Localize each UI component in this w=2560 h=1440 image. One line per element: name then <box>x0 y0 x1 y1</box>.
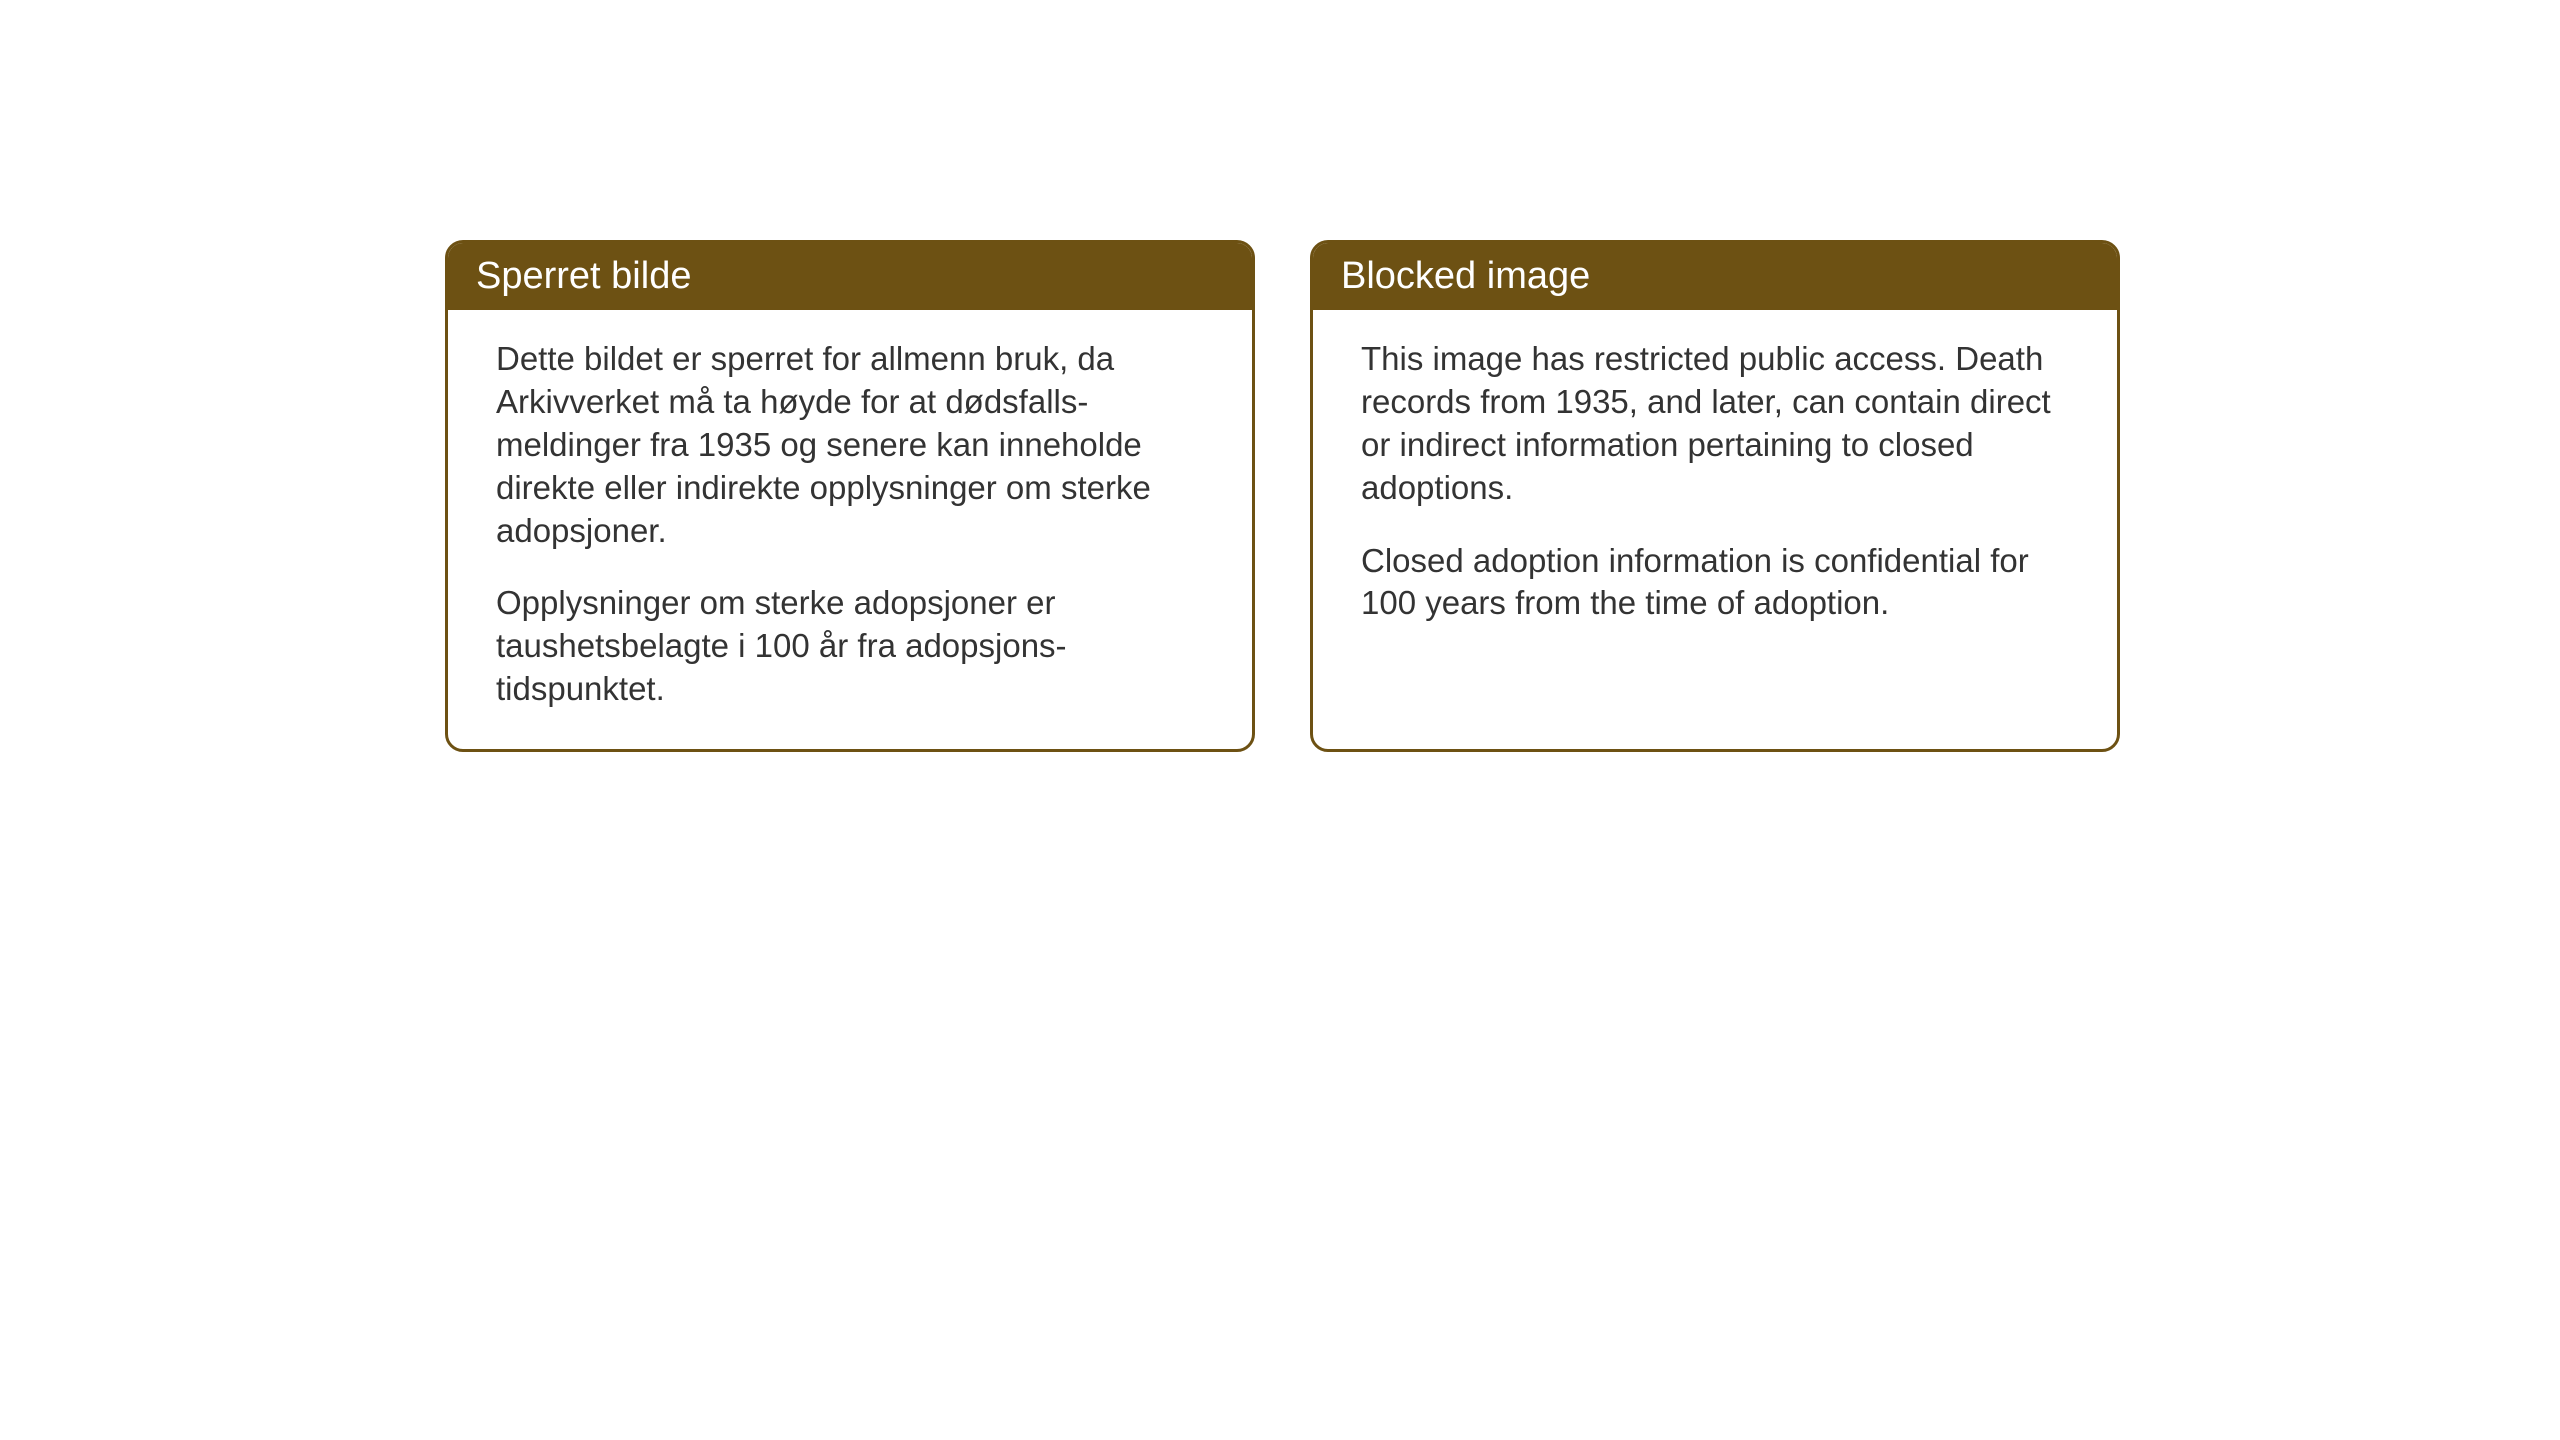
notice-cards-container: Sperret bilde Dette bildet er sperret fo… <box>445 240 2120 752</box>
norwegian-notice-card: Sperret bilde Dette bildet er sperret fo… <box>445 240 1255 752</box>
english-paragraph-2: Closed adoption information is confident… <box>1361 540 2069 626</box>
norwegian-paragraph-2: Opplysninger om sterke adopsjoner er tau… <box>496 582 1204 711</box>
norwegian-card-body: Dette bildet er sperret for allmenn bruk… <box>448 310 1252 749</box>
english-paragraph-1: This image has restricted public access.… <box>1361 338 2069 510</box>
english-card-body: This image has restricted public access.… <box>1313 310 2117 663</box>
norwegian-paragraph-1: Dette bildet er sperret for allmenn bruk… <box>496 338 1204 552</box>
english-notice-card: Blocked image This image has restricted … <box>1310 240 2120 752</box>
english-card-title: Blocked image <box>1313 243 2117 310</box>
norwegian-card-title: Sperret bilde <box>448 243 1252 310</box>
